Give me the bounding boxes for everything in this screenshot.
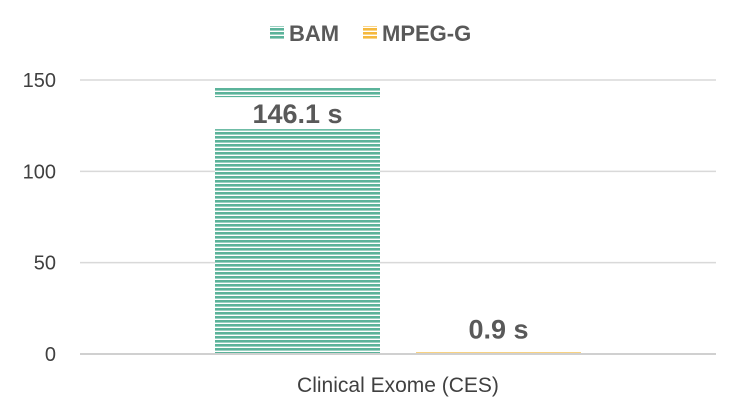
legend-label-bam: BAM <box>289 21 339 46</box>
data-label-bam: 146.1 s <box>252 99 342 129</box>
legend-swatch-mpeg-g <box>363 26 377 40</box>
bar-bam <box>215 87 380 355</box>
legend-label-mpeg-g: MPEG-G <box>382 21 471 46</box>
y-tick-label: 50 <box>34 253 56 275</box>
x-category-label: Clinical Exome (CES) <box>297 374 499 397</box>
y-tick-label: 0 <box>45 344 56 366</box>
y-tick-label: 100 <box>23 161 56 183</box>
legend: BAM MPEG-G <box>270 21 471 46</box>
y-tick-label: 150 <box>23 70 56 92</box>
legend-swatch-bam <box>270 26 284 40</box>
gridlines <box>80 79 716 264</box>
data-labels: 146.1 s 0.9 s <box>213 97 529 344</box>
bars <box>215 87 581 355</box>
y-axis: 0 50 100 150 <box>23 70 56 366</box>
data-label-mpeg-g: 0.9 s <box>468 314 528 344</box>
data-label-background <box>213 97 382 130</box>
